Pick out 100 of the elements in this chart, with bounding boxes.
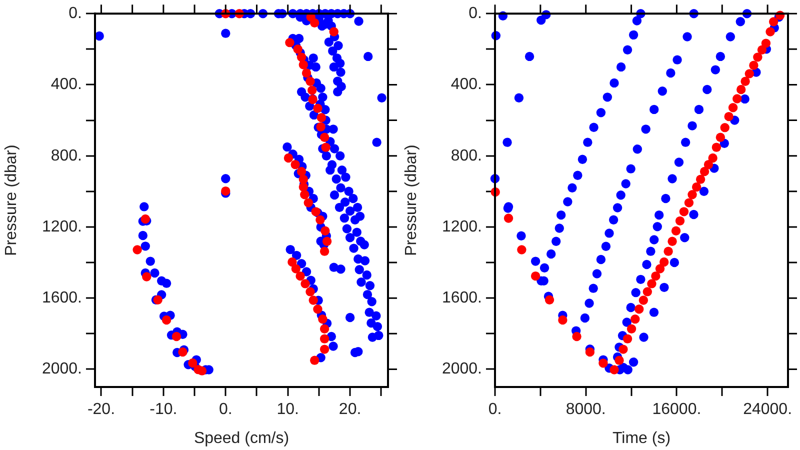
point: [753, 52, 762, 62]
point: [671, 226, 681, 236]
point: [221, 186, 230, 196]
point: [132, 245, 142, 254]
point: [610, 365, 619, 374]
y-tick-label: 2000.: [442, 360, 482, 378]
y-tick-label: 1200.: [42, 218, 82, 236]
point: [300, 279, 310, 288]
x-tick-label: 16000.: [652, 401, 702, 418]
y-axis-title: Pressure (dbar): [3, 144, 20, 256]
point: [304, 198, 313, 208]
point: [530, 271, 540, 281]
point: [306, 76, 315, 86]
point: [318, 314, 328, 324]
point: [744, 69, 754, 78]
point: [728, 103, 738, 112]
point: [290, 160, 300, 170]
x-tick-label: -20.: [87, 401, 116, 418]
point: [732, 94, 742, 104]
point: [700, 166, 710, 176]
point: [736, 84, 746, 94]
point: [308, 86, 317, 95]
point: [320, 246, 330, 256]
point: [724, 112, 734, 122]
point: [517, 245, 526, 254]
y-axis-title: Pressure (dbar): [403, 144, 420, 256]
point: [313, 304, 322, 314]
x-tick-label: 0.: [488, 401, 502, 418]
point: [708, 153, 718, 163]
point: [162, 315, 172, 325]
point: [296, 52, 306, 62]
y-tick-label: 1200.: [442, 218, 482, 236]
x-axis-title: Time (s): [612, 430, 671, 447]
y-tick-label: 800.: [450, 147, 482, 164]
point: [316, 113, 326, 122]
point: [558, 315, 568, 325]
point: [664, 246, 673, 256]
point: [647, 279, 656, 288]
point: [660, 257, 669, 267]
point: [291, 264, 301, 274]
y-tick-label: 1600.: [442, 290, 482, 306]
point: [316, 122, 326, 132]
point: [675, 216, 685, 226]
point: [142, 272, 152, 282]
point: [197, 366, 207, 376]
y-tick-label: 2000.: [42, 360, 82, 378]
x-tick-label: -10.: [150, 401, 178, 418]
point: [679, 207, 689, 216]
point: [716, 132, 726, 142]
point: [298, 174, 308, 184]
point: [306, 287, 315, 296]
point: [740, 76, 750, 86]
point: [320, 324, 330, 334]
point: [757, 45, 767, 54]
point: [293, 44, 302, 54]
point: [296, 271, 305, 281]
point: [288, 257, 297, 267]
point: [316, 215, 325, 224]
point: [329, 27, 338, 36]
point: [308, 296, 318, 305]
point: [684, 198, 694, 208]
point: [320, 226, 330, 236]
x-tick-label: 20.: [338, 401, 362, 418]
point: [188, 358, 198, 368]
y-tick-label: 0.: [68, 5, 82, 22]
x-tick-label: 24000.: [743, 401, 792, 418]
x-tick-label: 10.: [276, 401, 299, 418]
point: [668, 236, 677, 246]
y-tick-label: 400.: [450, 76, 482, 94]
point: [572, 332, 582, 342]
point: [688, 190, 697, 200]
point: [310, 18, 320, 28]
point: [321, 142, 330, 152]
point: [320, 132, 330, 142]
point: [320, 344, 330, 354]
point: [766, 27, 775, 36]
point: [298, 182, 308, 192]
point: [172, 332, 182, 342]
point: [626, 324, 636, 334]
y-tick-label: 400.: [50, 76, 82, 94]
point: [296, 166, 306, 176]
point: [696, 174, 706, 184]
point: [504, 214, 514, 223]
y-tick-label: 1600.: [42, 290, 82, 306]
point: [634, 304, 644, 314]
point: [642, 287, 652, 296]
point: [630, 314, 640, 324]
point: [712, 142, 722, 152]
point: [310, 356, 320, 365]
point: [622, 334, 632, 344]
x-axis-title: Speed (cm/s): [194, 430, 290, 447]
point: [302, 68, 312, 78]
point: [720, 122, 730, 132]
y-tick-label: 0.: [468, 5, 482, 22]
point: [761, 38, 771, 48]
point: [298, 60, 308, 70]
point: [651, 271, 660, 281]
point: [178, 347, 188, 357]
point: [614, 356, 624, 365]
point: [585, 347, 595, 357]
